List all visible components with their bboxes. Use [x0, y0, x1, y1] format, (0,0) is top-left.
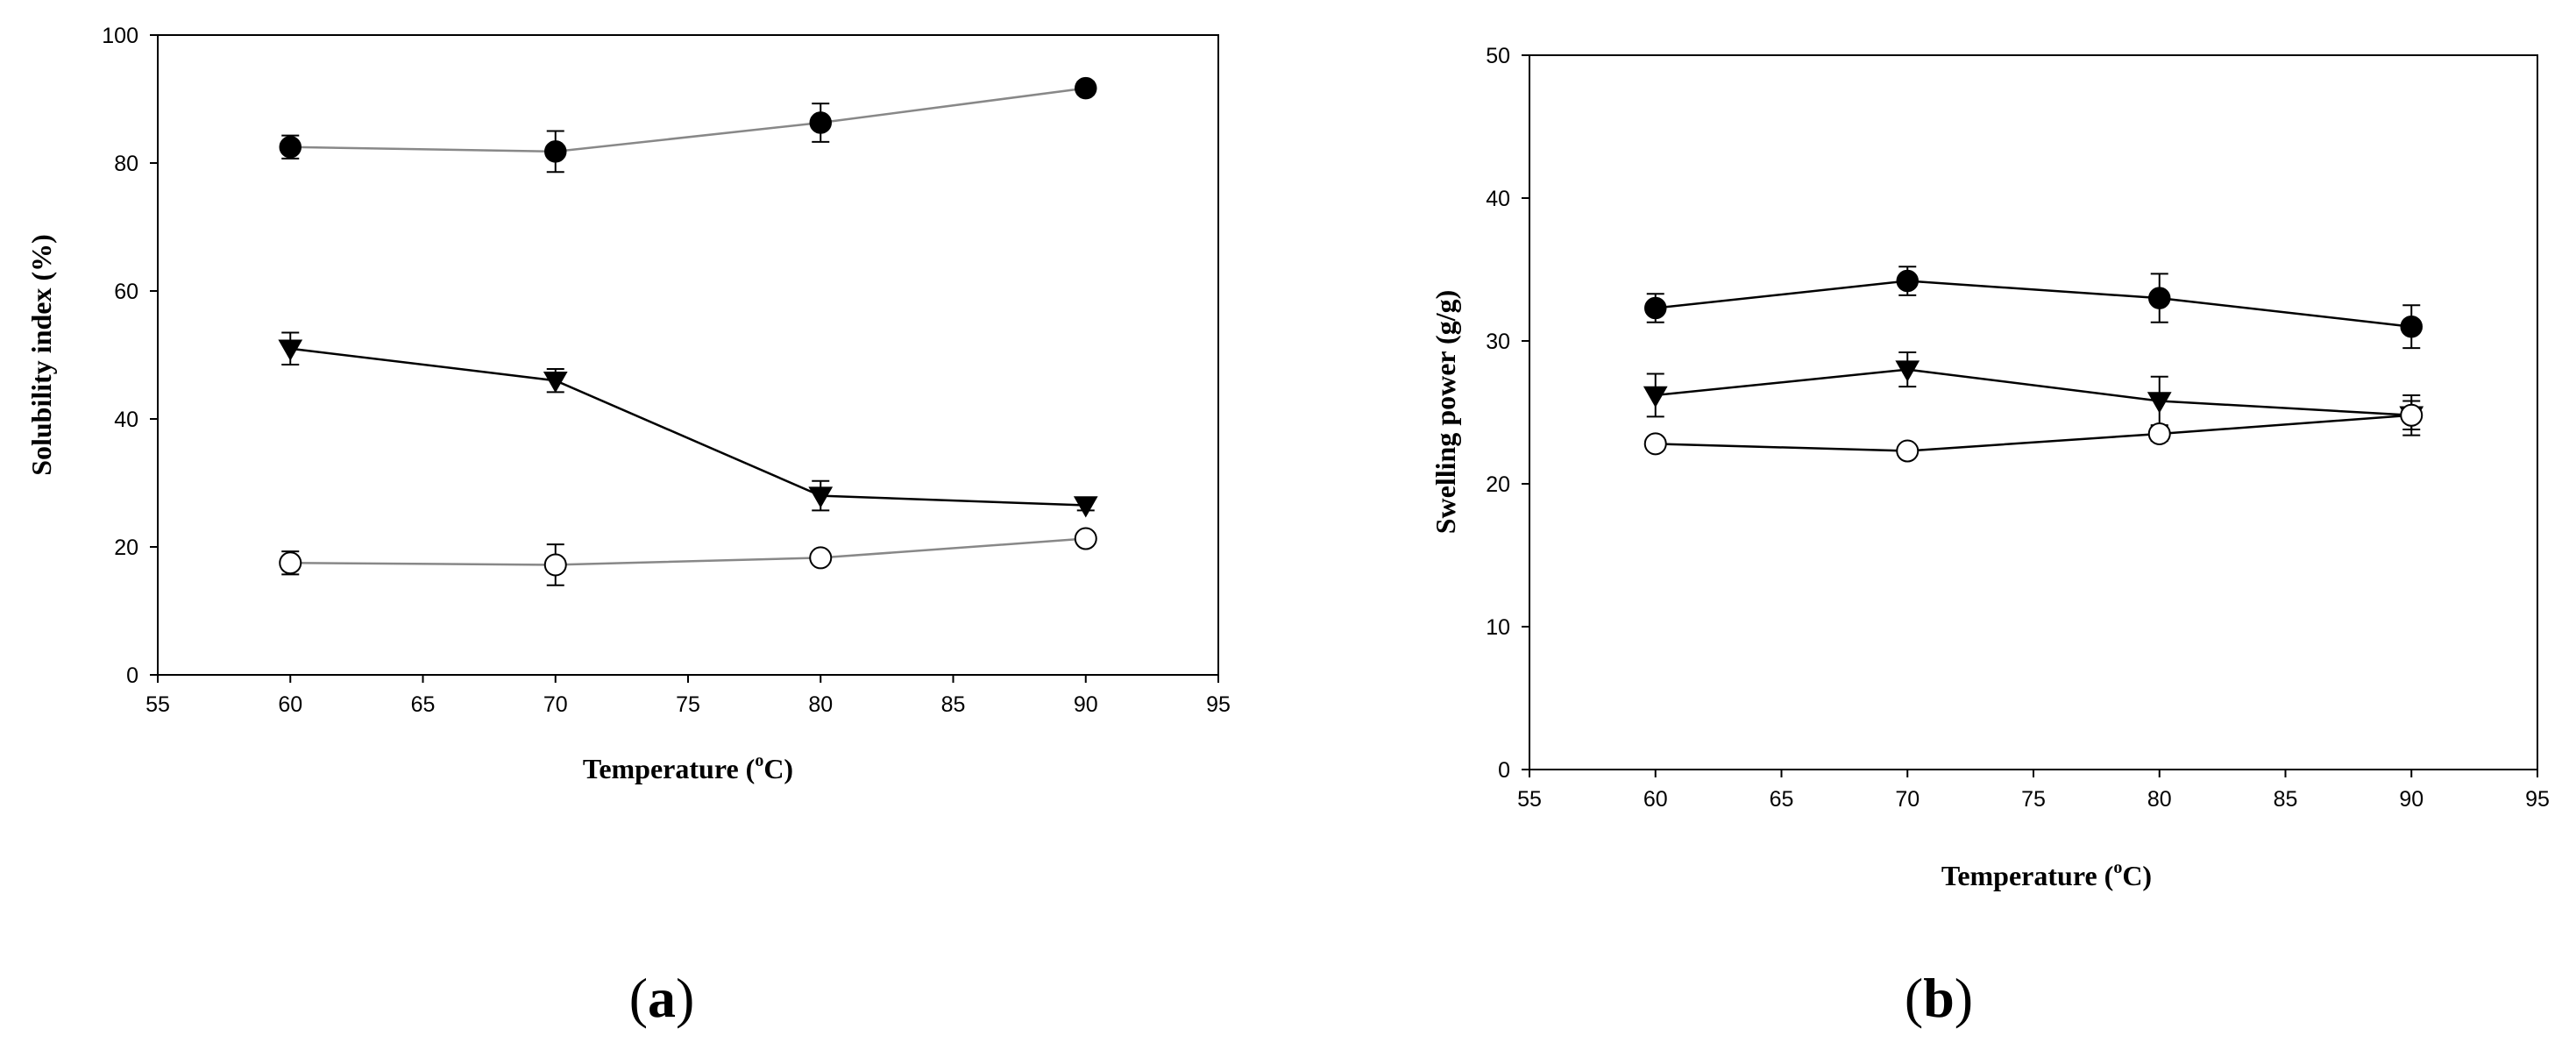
x-tick-label-a-60: 60: [278, 692, 302, 717]
marker-b-filled-circle-70: [1896, 269, 1919, 293]
y-tick-label-b-0: 0: [1498, 758, 1510, 783]
marker-b-filled-triangle-60: [1643, 386, 1668, 408]
chart-a: 55 60 65 70 75 80 85 90 95 0 20 40 60 80 100 Solubilit…: [25, 24, 1231, 1029]
axis-ticks-b: 55 60 65 70 75 80 85 90 95 0 10 20 30 40 50: [1486, 44, 2550, 812]
marker-a-filled-triangle-80: [808, 486, 834, 508]
x-tick-label-a-55: 55: [145, 692, 170, 717]
x-tick-label-a-85: 85: [941, 692, 966, 717]
marker-b-open-circle-60: [1643, 432, 1667, 456]
plot-frame-b: [1529, 54, 2538, 770]
marker-b-filled-circle-60: [1644, 296, 1667, 320]
marker-a-open-circle-90: [1074, 527, 1097, 550]
x-tick-label-b-90: 90: [2399, 787, 2423, 812]
x-tick-label-a-65: 65: [411, 692, 436, 717]
y-tick-label-b-30: 30: [1486, 330, 1510, 354]
marker-b-filled-circle-80: [2148, 287, 2171, 309]
y-tick-label-b-10: 10: [1486, 615, 1510, 640]
y-tick-label-b-40: 40: [1486, 187, 1510, 211]
series-line-b-open-circle: [1655, 414, 2412, 452]
series-line-b-filled-triangle: [1655, 368, 2412, 417]
x-axis-title-a: Temperature (oC): [583, 751, 793, 784]
x-tick-label-a-80: 80: [808, 692, 833, 717]
marker-a-filled-circle-60: [279, 136, 302, 159]
y-tick-label-b-50: 50: [1486, 44, 1510, 68]
x-tick-label-a-95: 95: [1206, 692, 1231, 717]
series-line-a-open-circle: [290, 537, 1086, 566]
x-tick-label-a-70: 70: [543, 692, 568, 717]
x-tick-label-b-75: 75: [2021, 787, 2046, 812]
marker-a-open-circle-60: [279, 551, 302, 575]
marker-b-filled-triangle-80: [2147, 392, 2172, 414]
x-tick-label-a-75: 75: [676, 692, 700, 717]
y-tick-label-a-40: 40: [114, 408, 138, 432]
marker-a-filled-triangle-90: [1073, 496, 1098, 518]
panel-label-b: (b): [1905, 967, 1973, 1029]
marker-b-filled-circle-90: [2400, 315, 2423, 338]
marker-a-filled-circle-80: [809, 111, 832, 134]
marker-a-filled-circle-90: [1075, 76, 1097, 100]
marker-b-filled-triangle-70: [1895, 360, 1920, 382]
axis-ticks-a: 55 60 65 70 75 80 85 90 95 0 20 40 60 80 100: [102, 24, 1231, 717]
marker-a-open-circle-70: [543, 553, 567, 577]
y-tick-label-a-20: 20: [114, 536, 138, 560]
y-tick-label-b-20: 20: [1486, 472, 1510, 497]
series-a: [278, 76, 1098, 586]
x-tick-label-b-95: 95: [2525, 787, 2550, 812]
x-tick-label-b-55: 55: [1517, 787, 1542, 812]
x-axis-title-b: Temperature (oC): [1941, 858, 2152, 891]
x-tick-label-a-90: 90: [1074, 692, 1098, 717]
series-line-a-filled-circle: [290, 87, 1086, 153]
series-line-b-filled-circle: [1655, 280, 2412, 328]
y-tick-label-a-80: 80: [114, 152, 138, 176]
panel-label-a: (a): [629, 967, 695, 1029]
x-tick-label-b-70: 70: [1895, 787, 1920, 812]
marker-a-open-circle-80: [809, 546, 833, 570]
marker-b-open-circle-90: [2400, 403, 2423, 427]
chart-b: 55 60 65 70 75 80 85 90 95 0 10 20 30 40 50 Swelling p…: [1430, 44, 2550, 1029]
series-b: [1643, 266, 2424, 463]
plot-frame-a: [157, 34, 1219, 676]
x-tick-label-b-65: 65: [1770, 787, 1794, 812]
marker-b-open-circle-70: [1896, 439, 1920, 463]
y-tick-label-a-60: 60: [114, 280, 138, 304]
marker-a-filled-circle-70: [544, 140, 567, 163]
x-tick-label-b-60: 60: [1643, 787, 1668, 812]
y-tick-label-a-100: 100: [102, 24, 138, 48]
marker-a-filled-triangle-60: [278, 339, 303, 361]
y-axis-title-a: Solubility index (%): [25, 234, 57, 476]
marker-b-open-circle-80: [2147, 422, 2171, 445]
y-tick-label-a-0: 0: [126, 663, 138, 688]
y-axis-title-b: Swelling power (g/g): [1430, 290, 1461, 535]
series-line-a-filled-triangle: [290, 347, 1086, 507]
x-tick-label-b-80: 80: [2147, 787, 2172, 812]
x-tick-label-b-85: 85: [2274, 787, 2298, 812]
marker-a-filled-triangle-70: [543, 371, 568, 394]
